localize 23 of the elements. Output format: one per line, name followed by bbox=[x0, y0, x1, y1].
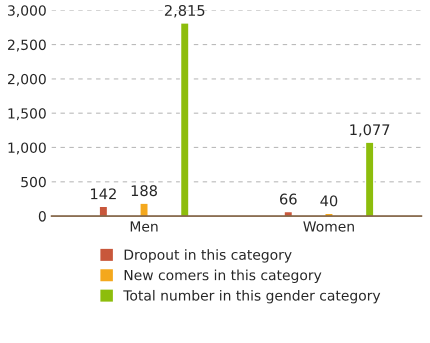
data-label: 66 bbox=[280, 194, 297, 205]
bar bbox=[180, 22, 190, 216]
data-label: 188 bbox=[132, 185, 157, 196]
x-tick-label: Men bbox=[130, 221, 158, 232]
data-label: 2,815 bbox=[164, 4, 204, 18]
bar bbox=[139, 202, 149, 216]
data-label: 40 bbox=[320, 195, 338, 206]
legend-label: Total number in this gender category bbox=[123, 290, 380, 304]
y-tick-label: 2,500 bbox=[8, 40, 46, 52]
y-tick-label: 3,000 bbox=[8, 5, 46, 18]
y-tick-label: 1,000 bbox=[8, 142, 46, 154]
y-tick-label: 500 bbox=[21, 176, 46, 188]
legend-label: Dropout in this category bbox=[124, 249, 292, 263]
y-tick-label: 1,500 bbox=[8, 108, 46, 120]
y-tick-label: 0 bbox=[38, 211, 46, 222]
data-label: 1,077 bbox=[350, 124, 390, 137]
bar bbox=[364, 142, 374, 216]
bar bbox=[98, 206, 108, 216]
data-label: 142 bbox=[91, 188, 116, 200]
x-tick-label: Women bbox=[303, 221, 354, 232]
y-tick-label: 2,000 bbox=[8, 74, 46, 86]
bar bbox=[324, 212, 334, 216]
legend-label: New comers in this category bbox=[124, 270, 322, 283]
